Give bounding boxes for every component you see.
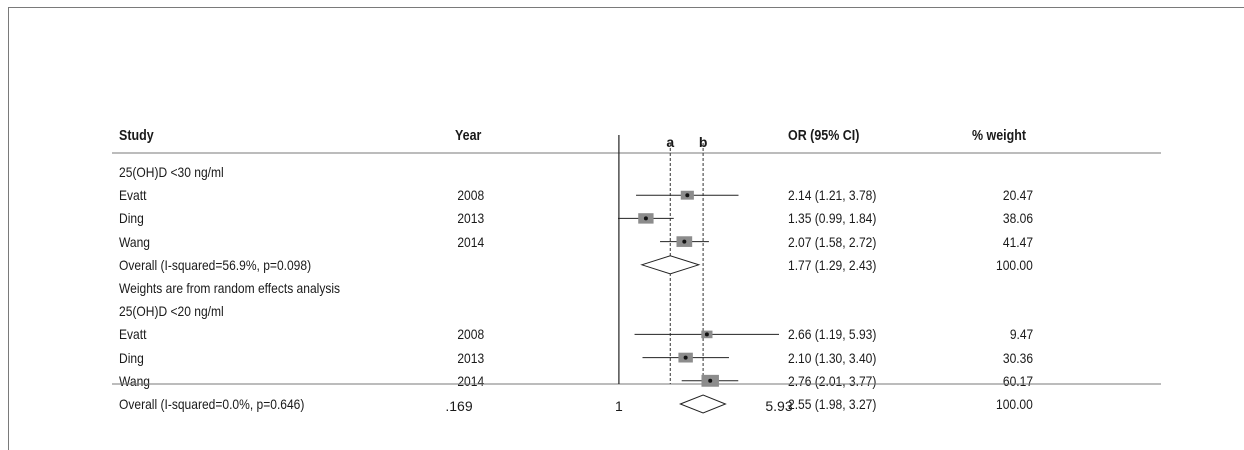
figure-frame-left <box>8 7 9 450</box>
weight-value: 30.36 <box>1002 349 1033 366</box>
weight-value: 60.17 <box>1002 372 1033 389</box>
study-name: Evatt <box>119 326 147 343</box>
point-estimate <box>685 193 690 198</box>
x-tick-label-0: .169 <box>445 398 472 414</box>
figure-frame-top <box>8 7 1244 8</box>
subgroup-label: 25(OH)D <30 ng/ml <box>119 164 224 180</box>
or-ci-text: 2.76 (2.01, 3.77) <box>788 372 877 389</box>
study-year: 2013 <box>457 349 484 366</box>
or-ci-text: 1.35 (0.99, 1.84) <box>788 210 877 227</box>
study-name: Wang <box>119 233 151 250</box>
overall-diamond <box>640 255 701 275</box>
study-name: Wang <box>119 372 151 389</box>
weight-value: 9.47 <box>1009 326 1033 343</box>
overall-diamond <box>678 394 727 414</box>
overall-label: Overall (I-squared=0.0%, p=0.646) <box>119 396 305 412</box>
study-year: 2014 <box>457 372 484 389</box>
x-tick-label-2: 5.93 <box>765 398 792 414</box>
header-or-ci: OR (95% CI) <box>788 128 860 144</box>
header-study: Study <box>119 128 154 144</box>
point-estimate <box>682 239 687 244</box>
weight-value: 41.47 <box>1002 233 1033 250</box>
or-ci-text: 2.14 (1.21, 3.78) <box>788 187 877 204</box>
or-ci-text: 1.77 (1.29, 2.43) <box>788 256 877 273</box>
or-ci-text: 2.10 (1.30, 3.40) <box>788 349 877 366</box>
or-ci-text: 2.07 (1.58, 2.72) <box>788 233 877 250</box>
weights-note: Weights are from random effects analysis <box>119 280 341 296</box>
x-tick-label-1: 1 <box>615 398 623 414</box>
reference-label-a: a <box>666 134 674 150</box>
weight-value: 100.00 <box>996 396 1033 412</box>
subgroup-label: 25(OH)D <20 ng/ml <box>119 303 224 320</box>
study-year: 2013 <box>457 210 484 227</box>
weight-value: 100.00 <box>996 256 1033 273</box>
point-estimate <box>704 332 709 337</box>
reference-label-b: b <box>699 134 708 150</box>
header-weight: % weight <box>972 128 1027 144</box>
study-year: 2008 <box>457 326 484 343</box>
point-estimate <box>708 378 713 383</box>
header-year: Year <box>455 128 482 144</box>
weight-value: 20.47 <box>1002 187 1033 204</box>
point-estimate <box>683 355 688 360</box>
study-year: 2008 <box>457 187 484 204</box>
or-ci-text: 2.66 (1.19, 5.93) <box>788 326 877 343</box>
study-year: 2014 <box>457 233 484 250</box>
study-name: Ding <box>119 349 144 366</box>
overall-label: Overall (I-squared=56.9%, p=0.098) <box>119 256 312 273</box>
or-ci-text: 2.55 (1.98, 3.27) <box>788 396 877 412</box>
weight-value: 38.06 <box>1002 210 1033 227</box>
study-name: Ding <box>119 210 144 227</box>
point-estimate <box>643 216 648 221</box>
study-name: Evatt <box>119 187 147 204</box>
